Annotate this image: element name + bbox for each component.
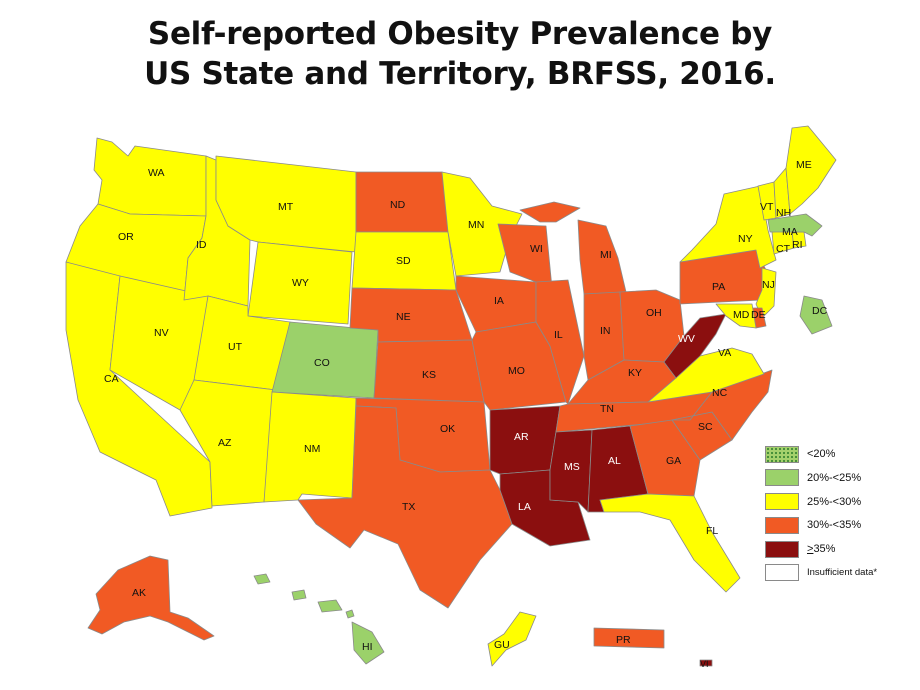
legend-label-20-25: 20%-<25%	[807, 471, 862, 484]
legend-swatch-30-35	[765, 516, 799, 534]
label-TX: TX	[402, 501, 415, 513]
label-SC: SC	[698, 421, 713, 433]
label-IA: IA	[494, 295, 504, 307]
label-MD: MD	[733, 309, 750, 321]
label-NE: NE	[396, 311, 411, 323]
label-AR: AR	[514, 431, 529, 443]
label-GA: GA	[666, 455, 681, 467]
label-NY: NY	[738, 233, 753, 245]
state-MD	[715, 303, 757, 329]
label-CA: CA	[104, 373, 119, 385]
label-KY: KY	[628, 367, 642, 379]
legend-label-30-35: 30%-<35%	[807, 519, 862, 532]
state-WV	[663, 313, 727, 379]
label-MA: MA	[782, 226, 798, 238]
state-IL	[535, 279, 585, 405]
label-MS: MS	[564, 461, 580, 473]
legend-swatch-20-25	[765, 469, 799, 487]
legend-item-gt35: >35%	[765, 538, 877, 560]
legend: <20% 20%-<25% 25%-<30% 30%-<35% >35% Ins…	[765, 443, 877, 586]
label-ME: ME	[796, 159, 812, 171]
legend-label-lt20: <20%	[807, 448, 836, 460]
label-RI: RI	[792, 239, 803, 251]
legend-item-20-25: 20%-<25%	[765, 467, 877, 489]
legend-swatch-lt20	[765, 445, 799, 463]
label-NM: NM	[304, 443, 320, 455]
label-SD: SD	[396, 255, 411, 267]
label-ID: ID	[196, 239, 207, 251]
legend-swatch-gt35	[765, 540, 799, 558]
legend-item-25-30: 25%-<30%	[765, 491, 877, 513]
label-IN: IN	[600, 325, 611, 337]
state-HI	[351, 621, 385, 665]
label-WV: WV	[678, 333, 695, 345]
label-WY: WY	[292, 277, 309, 289]
label-OH: OH	[646, 307, 662, 319]
legend-item-30-35: 30%-<35%	[765, 514, 877, 536]
legend-swatch-insufficient	[765, 564, 799, 582]
legend-label-gt35: >35%	[807, 543, 836, 556]
state-labels: WA OR CA NV ID MT WY UT AZ CO NM ND SD N…	[104, 159, 828, 669]
title-line-2: US State and Territory, BRFSS, 2016.	[144, 56, 776, 92]
label-AZ: AZ	[218, 437, 232, 449]
label-CO: CO	[314, 357, 330, 369]
title-line-1: Self-reported Obesity Prevalence by	[147, 16, 773, 52]
label-AK: AK	[132, 587, 146, 599]
state-GU	[487, 611, 537, 667]
label-KS: KS	[422, 369, 436, 381]
label-VA: VA	[718, 347, 731, 359]
label-TN: TN	[600, 403, 614, 415]
state-MI-UP	[519, 201, 581, 223]
label-MO: MO	[508, 365, 525, 377]
label-MT: MT	[278, 201, 294, 213]
legend-swatch-25-30	[765, 493, 799, 511]
label-OR: OR	[118, 231, 134, 243]
label-HI: HI	[362, 641, 373, 653]
label-PA: PA	[712, 281, 725, 293]
label-DE: DE	[751, 309, 766, 321]
state-VI	[699, 659, 713, 667]
label-FL: FL	[706, 525, 718, 537]
label-WA: WA	[148, 167, 165, 179]
label-VI: VI	[700, 659, 709, 669]
state-HI-islands	[253, 573, 355, 619]
label-LA: LA	[518, 501, 531, 513]
label-NH: NH	[776, 207, 791, 219]
label-GU: GU	[494, 639, 510, 651]
label-PR: PR	[616, 634, 631, 646]
label-NV: NV	[154, 327, 169, 339]
label-AL: AL	[608, 455, 621, 467]
label-ND: ND	[390, 199, 406, 211]
legend-label-25-30: 25%-<30%	[807, 495, 862, 508]
label-OK: OK	[440, 423, 455, 435]
label-MI: MI	[600, 249, 612, 261]
legend-label-insufficient: Insufficient data*	[807, 567, 878, 579]
legend-item-lt20: <20%	[765, 443, 877, 465]
state-AK	[87, 555, 215, 641]
label-WI: WI	[530, 243, 543, 255]
legend-item-insufficient: Insufficient data*	[765, 562, 877, 584]
label-VT: VT	[760, 201, 774, 213]
label-DC: DC	[812, 305, 828, 317]
state-DC	[799, 295, 833, 335]
state-MA	[767, 213, 823, 237]
state-WY	[247, 241, 353, 325]
state-ME	[785, 125, 837, 215]
state-WI	[497, 223, 553, 289]
state-TX	[297, 405, 513, 609]
state-FL	[599, 493, 741, 593]
state-PR	[593, 627, 665, 649]
label-UT: UT	[228, 341, 243, 353]
state-GA	[629, 419, 701, 497]
label-NJ: NJ	[762, 279, 775, 291]
label-CT: CT	[776, 243, 791, 255]
label-IL: IL	[554, 329, 563, 341]
state-NY	[679, 185, 777, 269]
map-title: Self-reported Obesity Prevalence by US S…	[0, 14, 920, 94]
label-MN: MN	[468, 219, 484, 231]
label-NC: NC	[712, 387, 728, 399]
